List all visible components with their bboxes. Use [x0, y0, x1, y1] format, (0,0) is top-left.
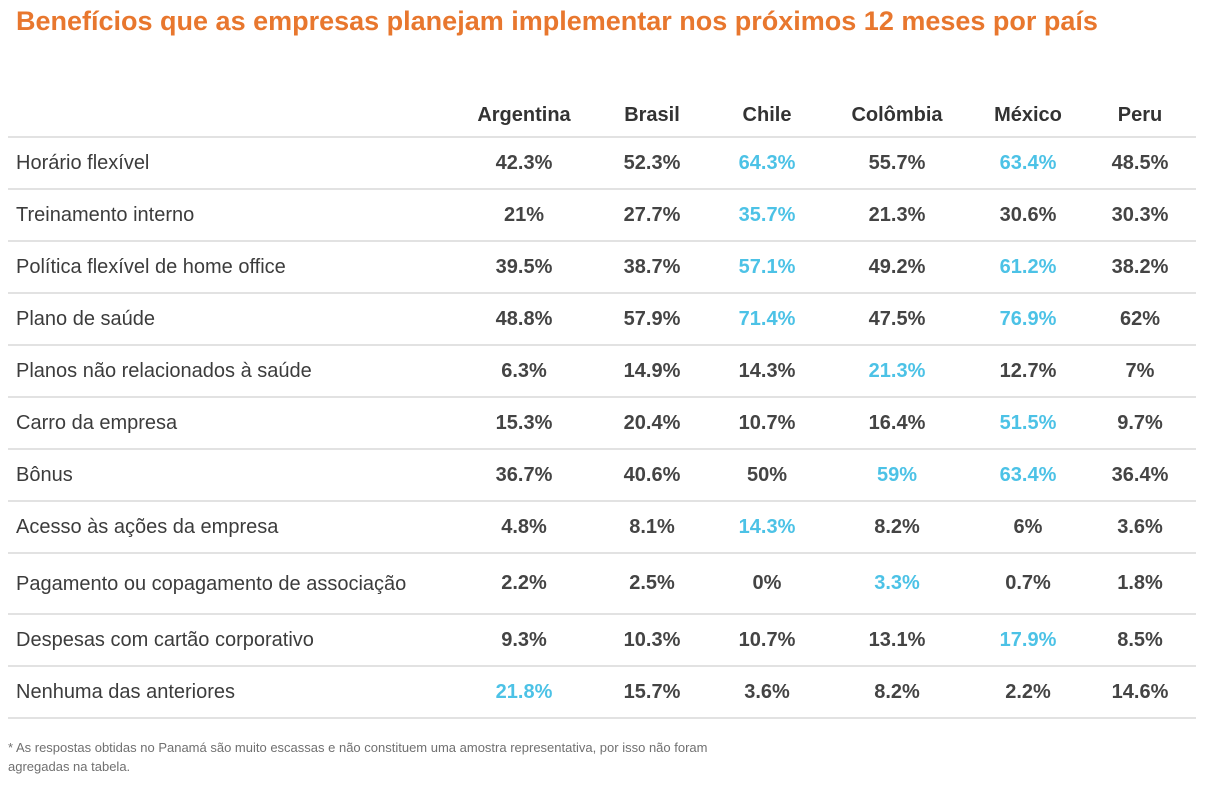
table-cell: 47.5%	[868, 307, 926, 330]
table-cell: 8.2%	[874, 680, 920, 703]
row-label: Horário flexível	[16, 152, 150, 174]
table-cell: 14.3%	[738, 359, 796, 382]
table-cell: 7%	[1125, 359, 1155, 382]
table-cell: 10.3%	[623, 628, 681, 651]
table-cell: 8.1%	[629, 515, 675, 538]
table-cell: 15.3%	[495, 411, 553, 434]
table-cell: 3.6%	[1117, 515, 1163, 538]
benefits-table: Argentina Brasil Chile Colômbia México P…	[8, 94, 1196, 719]
table-cell: 38.7%	[623, 255, 681, 278]
table-cell: 48.5%	[1111, 151, 1169, 174]
table-cell: 39.5%	[495, 255, 553, 278]
row-label: Bônus	[16, 464, 73, 486]
table-row: Planos não relacionados à saúde 6.3% 14.9%…	[8, 344, 1196, 396]
table-cell: 64.3%	[738, 151, 796, 174]
table-cell: 6%	[1013, 515, 1043, 538]
row-label: Despesas com cartão corporativo	[16, 629, 314, 651]
table-row: Bônus 36.7% 40.6% 50% 59% 63.4% 36.4%	[8, 448, 1196, 500]
table-cell: 9.3%	[501, 628, 547, 651]
column-header-colombia: Colômbia	[851, 103, 943, 126]
table-cell: 8.5%	[1117, 628, 1163, 651]
table-row: Carro da empresa 15.3% 20.4% 10.7% 16.4% 51.5…	[8, 396, 1196, 448]
table-row: Plano de saúde 48.8% 57.9% 71.4% 47.5% 76.9% 6…	[8, 292, 1196, 344]
table-cell: 61.2%	[999, 255, 1057, 278]
table-cell: 4.8%	[501, 515, 547, 538]
table-cell: 36.7%	[495, 463, 553, 486]
table-row: Acesso às ações da empresa 4.8% 8.1% 14.3% 8…	[8, 500, 1196, 552]
table-cell: 14.3%	[738, 515, 796, 538]
table-cell: 16.4%	[868, 411, 926, 434]
table-cell: 27.7%	[623, 203, 681, 226]
column-header-brasil: Brasil	[624, 103, 680, 126]
table-cell: 20.4%	[623, 411, 681, 434]
row-label: Plano de saúde	[16, 308, 156, 330]
table-cell: 35.7%	[738, 203, 796, 226]
column-header-argentina: Argentina	[477, 103, 571, 126]
table-cell: 12.7%	[999, 359, 1057, 382]
table-cell: 62%	[1119, 307, 1161, 330]
table-cell: 14.6%	[1111, 680, 1169, 703]
table-cell: 17.9%	[999, 628, 1057, 651]
table-cell: 6.3%	[501, 359, 547, 382]
table-cell: 71.4%	[738, 307, 796, 330]
row-label: Treinamento interno	[16, 204, 195, 226]
table-cell: 21.3%	[868, 203, 926, 226]
table-row: Pagamento ou copagamento de associação 2.…	[8, 552, 1196, 613]
table-cell: 2.5%	[629, 572, 675, 594]
table-cell: 14.9%	[623, 359, 681, 382]
table-cell: 63.4%	[999, 463, 1057, 486]
table-cell: 57.9%	[623, 307, 681, 330]
table-cell: 57.1%	[738, 255, 796, 278]
footnote: * As respostas obtidas no Panamá são mui…	[8, 740, 708, 774]
row-label: Pagamento ou copagamento de associação	[16, 572, 407, 595]
table-cell: 51.5%	[999, 411, 1057, 434]
table-row: Despesas com cartão corporativo 9.3% 10.3%…	[8, 613, 1196, 665]
table-cell: 21.8%	[495, 680, 553, 703]
table-cell: 1.8%	[1117, 572, 1163, 594]
table-cell: 2.2%	[501, 572, 547, 594]
table-cell: 36.4%	[1111, 463, 1169, 486]
table-cell: 30.6%	[999, 203, 1057, 226]
table-row: Política flexível de home office 39.5% 38.…	[8, 240, 1196, 292]
row-label: Planos não relacionados à saúde	[16, 360, 312, 382]
table-cell: 8.2%	[874, 515, 920, 538]
table-cell: 10.7%	[738, 411, 796, 434]
table-body: Horário flexível 42.3% 52.3% 64.3% 55.7% 63.4…	[8, 136, 1196, 719]
table-cell: 10.7%	[738, 628, 796, 651]
table-cell: 15.7%	[623, 680, 681, 703]
table-cell: 49.2%	[868, 255, 926, 278]
table-cell: 3.3%	[874, 572, 920, 594]
table-cell: 9.7%	[1117, 411, 1163, 434]
table-cell: 2.2%	[1005, 680, 1051, 703]
table-cell: 21.3%	[868, 359, 926, 382]
table-cell: 30.3%	[1111, 203, 1169, 226]
chart-title: Benefícios que as empresas planejam impl…	[16, 6, 1098, 36]
table-cell: 0%	[752, 572, 782, 594]
table-cell: 38.2%	[1111, 255, 1169, 278]
table-header-row: Argentina Brasil Chile Colômbia México P…	[8, 94, 1196, 136]
table-cell: 63.4%	[999, 151, 1057, 174]
table-cell: 40.6%	[623, 463, 681, 486]
table-cell: 13.1%	[868, 628, 926, 651]
table-cell: 55.7%	[868, 151, 926, 174]
row-label: Acesso às ações da empresa	[16, 516, 279, 538]
table-cell: 52.3%	[623, 151, 681, 174]
table-cell: 42.3%	[495, 151, 553, 174]
table-cell: 48.8%	[495, 307, 553, 330]
table-cell: 21%	[503, 203, 545, 226]
table-cell: 3.6%	[744, 680, 790, 703]
row-label: Nenhuma das anteriores	[16, 681, 236, 703]
table-row: Horário flexível 42.3% 52.3% 64.3% 55.7% 63.4…	[8, 136, 1196, 188]
table-cell: 76.9%	[999, 307, 1057, 330]
column-header-chile: Chile	[742, 103, 792, 126]
table-cell: 59%	[876, 463, 918, 486]
table-row: Treinamento interno 21% 27.7% 35.7% 21.3% 30.…	[8, 188, 1196, 240]
column-header-peru: Peru	[1117, 103, 1163, 126]
row-label: Política flexível de home office	[16, 256, 286, 278]
column-header-mexico: México	[994, 103, 1062, 126]
table-cell: 50%	[746, 463, 788, 486]
row-label: Carro da empresa	[16, 412, 178, 434]
table-row: Nenhuma das anteriores 21.8% 15.7% 3.6% 8.2%…	[8, 665, 1196, 719]
table-cell: 0.7%	[1005, 572, 1051, 594]
